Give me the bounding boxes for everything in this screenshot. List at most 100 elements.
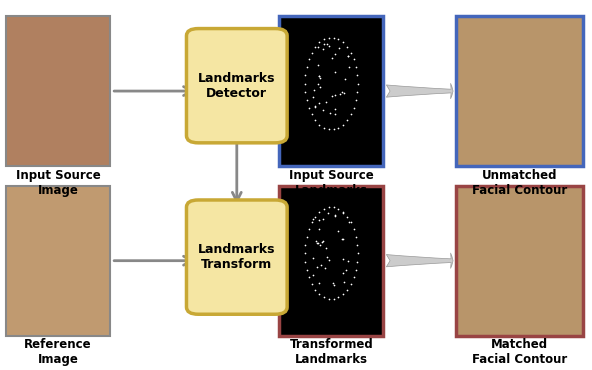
Point <box>329 205 339 211</box>
Point <box>318 216 328 222</box>
Point <box>314 217 324 223</box>
Point <box>343 258 352 264</box>
Point <box>339 90 348 96</box>
Point <box>338 210 348 216</box>
Point <box>338 209 348 215</box>
Point <box>338 256 348 262</box>
Point <box>329 282 339 287</box>
Point <box>319 41 329 47</box>
Point <box>351 97 361 103</box>
Point <box>338 40 348 46</box>
Point <box>345 219 354 225</box>
Point <box>315 209 324 215</box>
Point <box>319 125 329 131</box>
Point <box>341 268 350 273</box>
Point <box>351 233 361 239</box>
Point <box>342 44 352 50</box>
Point <box>343 53 353 59</box>
Text: Unmatched
Facial Contour: Unmatched Facial Contour <box>472 169 567 196</box>
Point <box>318 47 328 53</box>
Point <box>316 84 325 90</box>
Point <box>351 64 361 70</box>
Point <box>312 238 321 244</box>
Point <box>324 43 333 49</box>
Point <box>322 254 332 260</box>
Point <box>346 281 355 287</box>
Point <box>315 122 324 128</box>
Point <box>324 296 333 302</box>
Point <box>310 103 320 109</box>
Point <box>351 267 361 273</box>
Point <box>325 110 334 116</box>
Point <box>301 259 310 265</box>
Point <box>319 206 329 212</box>
Point <box>312 265 321 270</box>
Text: Input Source
Image: Input Source Image <box>15 169 101 196</box>
Point <box>330 106 340 112</box>
Point <box>339 279 349 285</box>
Point <box>334 37 343 43</box>
Point <box>324 126 333 132</box>
FancyBboxPatch shape <box>186 200 287 314</box>
Point <box>316 75 325 81</box>
Text: Matched
Facial Contour: Matched Facial Contour <box>472 338 567 366</box>
Point <box>302 233 311 239</box>
Point <box>311 213 320 219</box>
Point <box>311 117 320 123</box>
Text: Landmarks
Detector: Landmarks Detector <box>198 72 275 100</box>
Point <box>343 53 353 59</box>
Point <box>307 219 317 225</box>
Point <box>346 50 355 56</box>
Point <box>310 87 319 93</box>
Point <box>331 69 340 75</box>
Text: Landmarks
Transform: Landmarks Transform <box>198 243 275 271</box>
Point <box>324 210 333 216</box>
Point <box>324 257 333 263</box>
FancyBboxPatch shape <box>279 16 383 166</box>
Point <box>301 72 310 78</box>
Point <box>334 206 343 212</box>
Point <box>317 239 327 245</box>
Point <box>334 295 343 300</box>
Point <box>313 240 323 246</box>
Point <box>302 64 311 70</box>
FancyBboxPatch shape <box>6 16 110 166</box>
Point <box>319 37 329 43</box>
Point <box>318 107 328 113</box>
FancyBboxPatch shape <box>279 186 383 336</box>
Point <box>320 265 330 271</box>
Point <box>324 35 333 41</box>
Point <box>314 280 324 286</box>
Point <box>315 100 324 106</box>
Point <box>342 287 352 293</box>
Point <box>330 212 340 218</box>
Point <box>321 245 331 251</box>
Point <box>313 44 323 50</box>
Point <box>346 219 355 225</box>
Point <box>344 64 353 70</box>
Point <box>338 122 348 128</box>
Point <box>352 242 362 248</box>
Point <box>352 72 362 78</box>
Point <box>300 81 310 87</box>
Point <box>311 44 320 50</box>
Point <box>335 91 345 97</box>
Point <box>322 41 332 47</box>
Point <box>314 81 323 87</box>
Point <box>340 77 350 83</box>
Point <box>349 275 358 280</box>
Point <box>313 240 322 246</box>
Point <box>307 111 317 117</box>
Point <box>307 281 317 287</box>
Point <box>333 228 342 233</box>
Point <box>314 73 324 78</box>
Point <box>316 262 326 268</box>
Point <box>349 57 358 63</box>
Point <box>342 117 352 123</box>
Point <box>327 56 337 61</box>
Point <box>315 226 324 232</box>
Point <box>302 97 311 103</box>
Point <box>339 236 348 242</box>
Point <box>308 94 318 100</box>
Point <box>329 35 339 41</box>
